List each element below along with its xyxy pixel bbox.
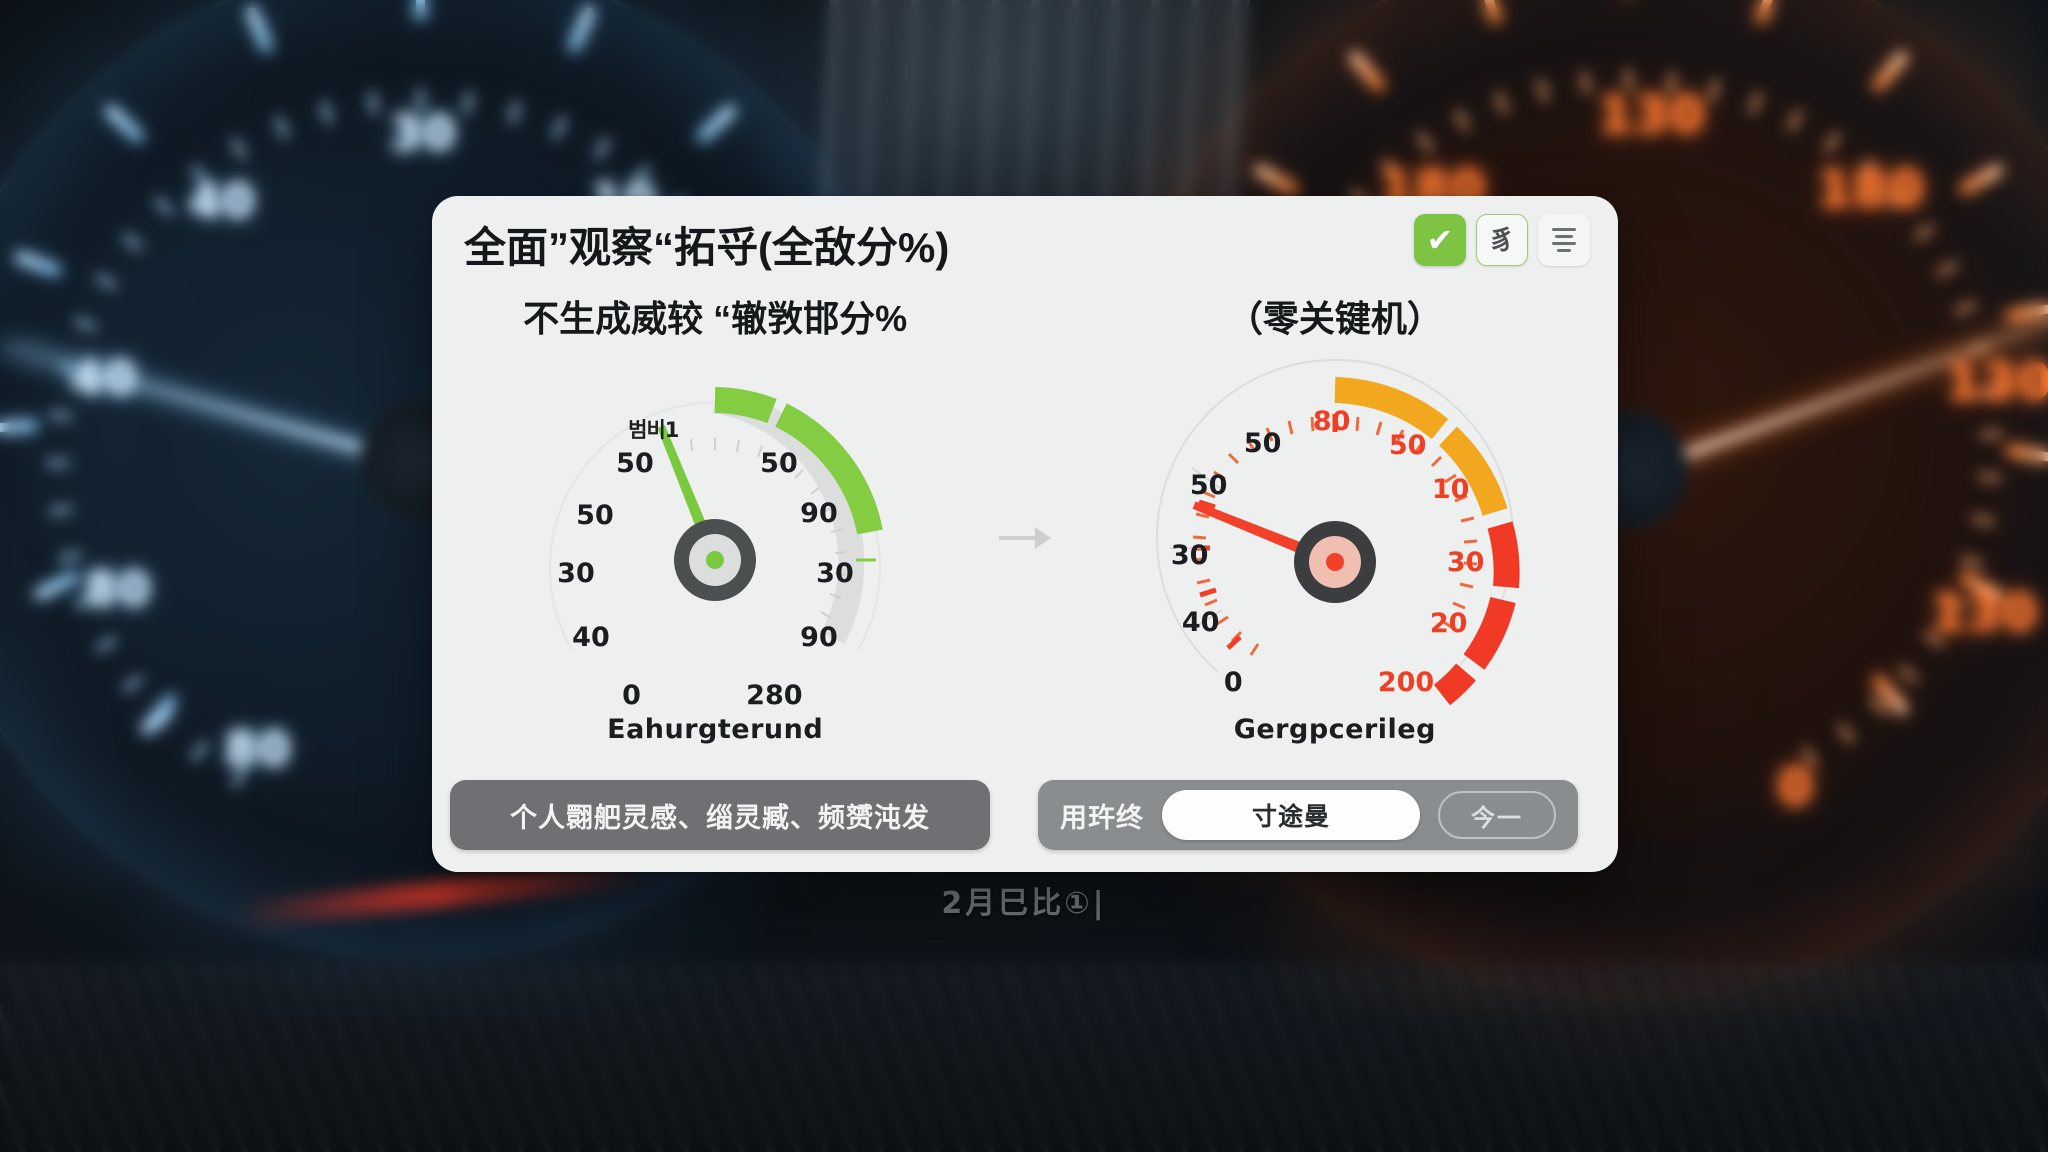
gauge-left-label-l4: 0 bbox=[622, 680, 641, 711]
gauge-left-label-l0: 50 bbox=[616, 448, 654, 479]
arrow-separator bbox=[992, 515, 1057, 561]
gauge-right[interactable]: 50 50 30 40 0 80 50 10 30 20 200 bbox=[1120, 350, 1550, 720]
right-secondary-button[interactable]: 今一 bbox=[1438, 791, 1556, 839]
gauges-row: 不生成威较 “辙敩邯分% bbox=[432, 290, 1618, 745]
gauge-right-label-l1: 50 bbox=[1189, 470, 1228, 501]
gauge-left-label-r0: 50 bbox=[760, 448, 798, 479]
badge-button[interactable]: 豸 bbox=[1476, 214, 1528, 266]
gauge-left-heading: 不生成威较 “辙敩邯分% bbox=[523, 298, 908, 339]
left-action-label: 个人翾舥灵感、缁灵臧、频赟沌发 bbox=[510, 802, 930, 833]
gauge-right-label-r1: 50 bbox=[1388, 430, 1427, 461]
gauge-left-top-glyph: 범비1 bbox=[628, 418, 679, 442]
gauge-right-label-r0: 80 bbox=[1312, 406, 1351, 437]
gauge-left-label-r4: 280 bbox=[746, 680, 803, 711]
gauge-left[interactable]: 범비1 50 50 30 40 0 50 90 30 90 280 bbox=[500, 350, 930, 720]
list-button[interactable] bbox=[1538, 214, 1590, 266]
right-action-label: 用玝终 bbox=[1060, 802, 1144, 833]
main-panel: 全面”观察“拓寽(全敌分%) ✔ 豸 不生成威较 “辙敩邯分% bbox=[432, 196, 1618, 872]
bottom-row: 个人翾舥灵感、缁灵臧、频赟沌发 用玝终 寸途曼 今一 bbox=[432, 780, 1618, 850]
header-actions: ✔ 豸 bbox=[1414, 214, 1590, 266]
gauge-panel-left: 不生成威较 “辙敩邯分% bbox=[438, 290, 992, 745]
gauge-left-caption: Eahurgterund bbox=[607, 714, 824, 745]
ghost-caption: 2月巳比①| bbox=[941, 886, 1107, 921]
gauge-right-label-l0: 50 bbox=[1243, 428, 1282, 459]
gauge-right-label-r4: 20 bbox=[1429, 608, 1468, 639]
gauge-panel-right: （零关键机） bbox=[1058, 290, 1612, 745]
gauge-left-label-l3: 40 bbox=[572, 622, 610, 653]
gauge-right-label-l4: 0 bbox=[1223, 667, 1243, 698]
gauge-left-label-l1: 50 bbox=[576, 500, 614, 531]
page-title: 全面”观察“拓寽(全敌分%) bbox=[464, 224, 950, 271]
gauge-right-label-l3: 40 bbox=[1181, 607, 1220, 638]
confirm-button[interactable]: ✔ bbox=[1414, 214, 1466, 266]
gauge-right-label-r3: 30 bbox=[1446, 547, 1485, 578]
gauge-left-label-r3: 90 bbox=[800, 622, 838, 653]
right-primary-button[interactable]: 寸途曼 bbox=[1162, 790, 1420, 840]
gauge-right-heading: （零关键机） bbox=[1226, 298, 1443, 339]
list-icon bbox=[1552, 228, 1576, 252]
check-icon: ✔ bbox=[1426, 222, 1454, 258]
arrow-right-icon bbox=[998, 526, 1051, 549]
gauge-left-label-l2: 30 bbox=[557, 558, 595, 589]
panel-header: 全面”观察“拓寽(全敌分%) ✔ 豸 bbox=[432, 196, 1618, 290]
left-action-bar[interactable]: 个人翾舥灵感、缁灵臧、频赟沌发 bbox=[450, 780, 990, 850]
badge-icon: 豸 bbox=[1488, 225, 1515, 255]
gauge-left-label-r1: 90 bbox=[800, 498, 838, 529]
gauge-right-caption: Gergpcerileg bbox=[1233, 714, 1436, 745]
gauge-right-label-r2: 10 bbox=[1431, 474, 1470, 505]
right-action-bar: 用玝终 寸途曼 今一 bbox=[1038, 780, 1578, 850]
gauge-right-label-l2: 30 bbox=[1170, 540, 1209, 571]
gauge-right-label-r5: 200 bbox=[1377, 667, 1435, 698]
gauge-left-label-r2: 30 bbox=[816, 558, 854, 589]
